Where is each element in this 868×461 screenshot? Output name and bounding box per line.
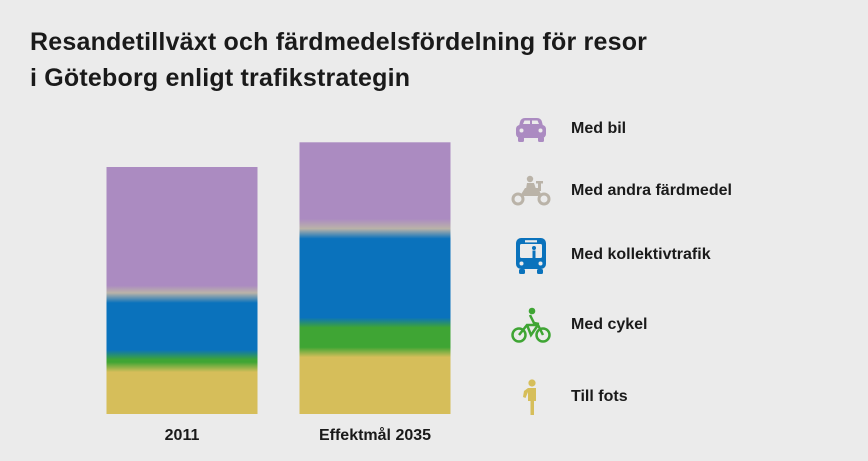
bar-segment-1-1 — [300, 323, 451, 353]
pedestrian-icon — [523, 379, 536, 415]
legend-label-bike: Med cykel — [571, 316, 648, 333]
chart-title-line-1: Resandetillväxt och färdmedelsfördelning… — [30, 28, 648, 56]
bar-segment-0-0 — [107, 367, 258, 414]
moped-icon — [511, 175, 551, 206]
legend-label-transit: Med kollektivtrafik — [571, 246, 711, 263]
bar-segment-1-4 — [300, 142, 451, 224]
legend-label-other: Med andra färdmedel — [571, 182, 732, 199]
x-tick-label: Effektmål 2035 — [319, 426, 431, 444]
bar-body-0 — [106, 167, 258, 414]
bar-segment-1-3 — [300, 224, 451, 234]
legend-item-car: Med bil — [510, 110, 830, 150]
x-axis-labels: 2011 Effektmål 2035 — [165, 426, 431, 444]
x-tick-label: 2011 — [165, 427, 200, 444]
bar-segment-1-0 — [300, 352, 451, 414]
bar-segment-0-3 — [107, 291, 258, 298]
chart-title: Resandetillväxt och färdmedelsfördelning… — [30, 24, 647, 96]
chart-title-line-2: i Göteborg enligt trafikstrategin — [30, 64, 411, 92]
bar-segment-0-1 — [107, 355, 258, 367]
legend-item-other: Med andra färdmedel — [510, 172, 830, 212]
bar-segment-1-2 — [300, 234, 451, 323]
bars-group — [106, 142, 451, 415]
legend-label-car: Med bil — [571, 120, 627, 137]
bicycle-icon — [511, 307, 551, 343]
bar-segment-0-4 — [107, 167, 258, 291]
legend-item-walk: Till fots — [510, 378, 830, 418]
legend-item-transit: Med kollektivtrafik — [510, 236, 830, 276]
bar-segment-0-2 — [107, 298, 258, 355]
car-icon — [516, 118, 546, 142]
legend-item-bike: Med cykel — [510, 306, 830, 346]
bus-icon — [516, 238, 546, 274]
bar-body-1 — [299, 142, 451, 415]
legend-label-walk: Till fots — [571, 388, 628, 405]
